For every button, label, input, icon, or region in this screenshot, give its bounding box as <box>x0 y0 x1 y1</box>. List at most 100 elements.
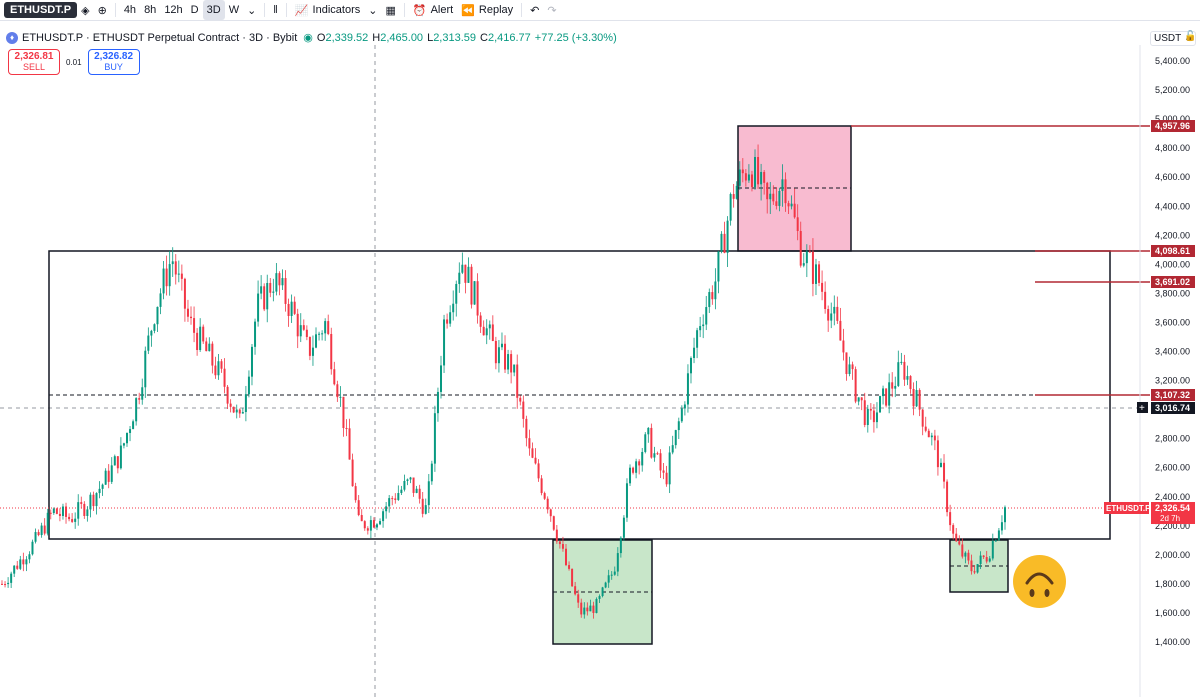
candle-body <box>543 493 546 499</box>
candle-body <box>915 390 918 407</box>
interval-4h[interactable]: 4h <box>123 4 137 16</box>
candle-body <box>443 319 446 366</box>
candle-body <box>632 467 635 473</box>
candle-body <box>180 273 183 279</box>
candle-body <box>879 396 882 413</box>
candle-body <box>125 432 128 444</box>
candle-body <box>860 397 863 401</box>
interval-w[interactable]: W <box>228 4 240 16</box>
candle-body <box>226 386 229 404</box>
candle-body <box>674 430 677 446</box>
interval-8h[interactable]: 8h <box>144 4 157 16</box>
candle-body <box>74 518 77 522</box>
buy-button[interactable]: 2,326.82 BUY <box>87 49 140 75</box>
candle-body <box>13 565 16 574</box>
candle-body <box>25 559 28 565</box>
candle-body <box>16 565 19 569</box>
candle-body <box>549 509 552 517</box>
candle-body <box>784 179 787 204</box>
add-symbol-icon[interactable]: ⊕ <box>97 4 107 17</box>
current-symbol-label: ETHUSDT.P <box>1106 504 1151 513</box>
candle-body <box>875 412 878 423</box>
candle-body <box>802 263 805 266</box>
candle-body <box>397 493 400 500</box>
interval-12h[interactable]: 12h <box>164 4 183 16</box>
interval-d[interactable]: D <box>190 4 199 16</box>
candle-body <box>720 233 723 252</box>
candle-body <box>388 498 391 507</box>
currency-selector[interactable]: USDT ⌄ <box>1150 31 1197 46</box>
candle-body <box>199 326 202 351</box>
indicators-button[interactable]: 📈 Indicators <box>291 0 364 20</box>
candle-body <box>202 326 205 342</box>
price-tick: 2,200.00 <box>1155 521 1190 531</box>
candle-body <box>452 303 455 313</box>
alert-button[interactable]: ⏰ Alert <box>409 0 457 20</box>
toolbar-divider <box>403 3 405 17</box>
candle-body <box>418 488 421 499</box>
candle-body <box>461 264 464 273</box>
candle-body <box>601 587 604 597</box>
close-value: 2,416.77 <box>487 31 531 44</box>
candle-body <box>10 573 13 583</box>
candle-body <box>778 190 781 206</box>
candle-body <box>997 530 1000 541</box>
candle-body <box>129 429 132 433</box>
candle-body <box>961 544 964 557</box>
candle-body <box>382 511 385 522</box>
add-alert-plus-icon[interactable] <box>1137 402 1148 413</box>
range-box[interactable] <box>48 250 1111 540</box>
replay-button[interactable]: ⏪ Replay <box>457 0 517 20</box>
candle-body <box>671 445 674 453</box>
price-label-4957-bg <box>1151 120 1195 132</box>
candle-body <box>888 382 891 406</box>
candle-body <box>775 201 778 206</box>
compare-icon[interactable]: ◈ <box>81 4 90 17</box>
candle-body <box>315 334 318 348</box>
sell-price: 2,326.81 <box>14 51 54 62</box>
candle-body <box>348 428 351 460</box>
candle-body <box>183 278 186 309</box>
candle-body <box>577 594 580 603</box>
candle-body <box>485 328 488 336</box>
candle-body <box>421 498 424 514</box>
open-label: O <box>316 31 326 44</box>
legend-title[interactable]: ETHUSDT.P · ETHUSDT Perpetual Contract ·… <box>22 31 298 44</box>
candle-body <box>747 174 750 181</box>
candle-body <box>31 541 34 555</box>
price-tick: 5,000.00 <box>1155 114 1190 124</box>
toolbar-divider <box>114 3 116 17</box>
candle-body <box>46 512 49 534</box>
candle-body <box>363 521 366 529</box>
candle-body <box>653 453 656 458</box>
price-label-3691-bg <box>1151 276 1195 288</box>
currency-label: USDT <box>1154 33 1182 44</box>
candle-body <box>68 516 71 520</box>
symbol-search-button[interactable]: ETHUSDT.P <box>4 2 78 18</box>
interval-3d[interactable]: 3D <box>202 0 225 20</box>
undo-icon[interactable]: ↶ <box>530 4 540 17</box>
candle-body <box>897 362 900 386</box>
price-tick: 4,400.00 <box>1155 201 1190 211</box>
candle-body <box>967 552 970 561</box>
candle-body <box>811 251 814 284</box>
price-tick: 3,400.00 <box>1155 347 1190 357</box>
candle-body <box>635 461 638 473</box>
candle-body <box>882 388 885 397</box>
candle-body <box>339 396 342 398</box>
candle-body <box>40 525 43 536</box>
candle-body <box>101 484 104 489</box>
candle-body <box>177 273 180 275</box>
layouts-icon[interactable]: ▦ <box>385 4 396 17</box>
redo-icon[interactable]: ↷ <box>547 4 557 17</box>
price-axis[interactable]: 5,400.00 5,200.00 5,000.00 4,800.00 4,600.00… <box>1155 56 1190 647</box>
lock-icon[interactable]: 🔓 <box>1184 31 1197 42</box>
interval-dropdown-chevron-icon[interactable]: ⌄ <box>247 4 257 17</box>
sell-button[interactable]: 2,326.81 SELL <box>8 49 60 75</box>
candle-body <box>513 364 516 373</box>
candle-body <box>504 343 507 370</box>
indicators-chevron-icon[interactable]: ⌄ <box>368 4 378 17</box>
candle-type-icon[interactable]: ‖ <box>273 4 278 16</box>
price-tick: 4,800.00 <box>1155 143 1190 153</box>
